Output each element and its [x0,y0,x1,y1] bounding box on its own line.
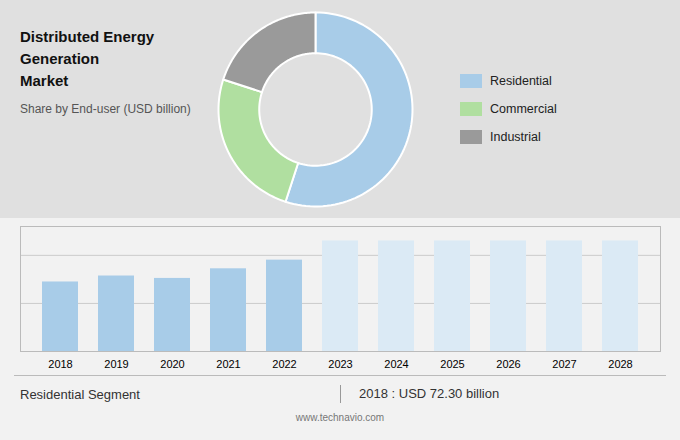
svg-text:2028: 2028 [608,358,632,370]
svg-text:2024: 2024 [384,358,408,370]
svg-text:2025: 2025 [440,358,464,370]
html-text:2018 : USD 72.30 billion: 2018 : USD 72.30 billion [359,386,500,401]
html-text:Industrial: Industrial [490,130,541,144]
svg-text:2018: 2018 [48,358,72,370]
svg-text:2023: 2023 [328,358,352,370]
svg-text:2020: 2020 [160,358,184,370]
svg-text:2026: 2026 [496,358,520,370]
html-text:Market: Market [20,72,69,89]
html-text:www.technavio.com: www.technavio.com [295,412,385,423]
html-text:Share by End-user (USD billion: Share by End-user (USD billion) [20,102,191,116]
svg-text:2027: 2027 [552,358,576,370]
html-text:Residential: Residential [490,74,552,88]
svg-text:2021: 2021 [216,358,240,370]
html-text:Residential Segment: Residential Segment [20,386,140,402]
svg-text:2022: 2022 [272,358,296,370]
svg-text:2019: 2019 [104,358,128,370]
html-text:Commercial: Commercial [490,102,557,116]
html-text:Distributed Energy Generation: Distributed Energy Generation [20,28,155,67]
